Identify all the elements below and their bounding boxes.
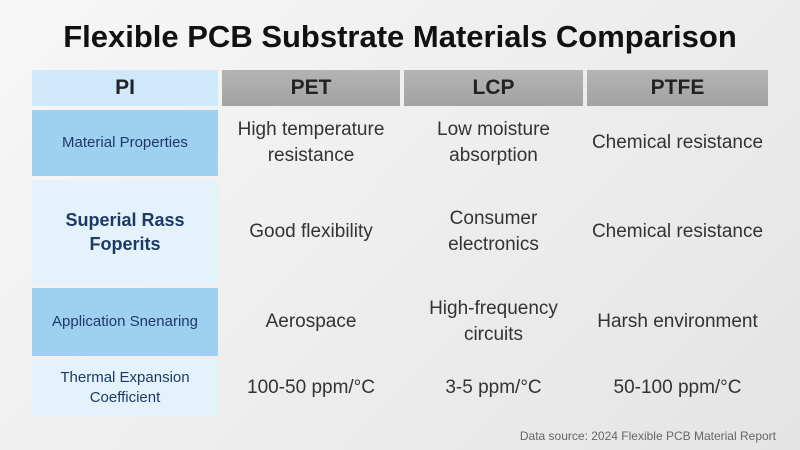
row-label: Application Snenaring [32,288,218,356]
row-label: Superial Rass Foperits [32,180,218,284]
cell: Consumer electronics [448,208,539,255]
cell: 3-5 ppm/°C [445,377,542,399]
row-label: Material Properties [32,110,218,176]
column-header: LCP [404,70,583,106]
column-header: PI [32,70,218,106]
cell: Aerospace [265,311,357,333]
row-label: Thermal Expansion Coefficient [32,360,218,416]
cell: Chemical resistance [591,221,764,243]
cell: High temperature resistance [237,119,385,166]
cell: Good flexibility [249,221,373,243]
cell: Low moisture absorption [437,119,550,166]
title: Flexible PCB Substrate Materials Compari… [63,19,737,55]
cell: 50-100 ppm/°C [613,377,742,399]
column-header: PTFE [587,70,768,106]
cell: Harsh environment [597,311,758,333]
source-note: Data source: 2024 Flexible PCB Material … [519,428,776,443]
cell: Chemical resistance [591,132,764,154]
cell: 100-50 ppm/°C [247,377,375,399]
cell: High-frequency circuits [429,298,558,345]
column-header: PET [222,70,400,106]
